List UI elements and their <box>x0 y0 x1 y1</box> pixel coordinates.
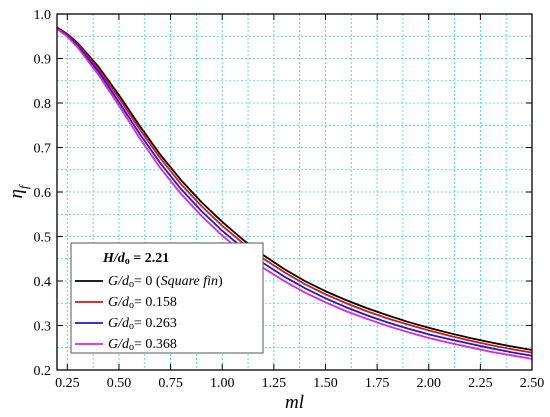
x-tick-label: 0.25 <box>55 376 80 391</box>
legend-label-sub: o <box>129 321 134 332</box>
x-tick-label: 0.75 <box>158 376 183 391</box>
legend-label: G/do= 0.368 <box>108 337 177 353</box>
series-line <box>56 26 533 351</box>
legend-label-value: = 0 ( <box>134 274 161 289</box>
tick-labels: 0.25 0.50 0.75 1.00 1.25 1.50 1.75 2.00 2.25 2.50… <box>34 8 545 391</box>
legend-label: G/do= 0.158 <box>108 295 177 311</box>
y-tick-label: 0.7 <box>34 142 52 157</box>
x-tick-label: 1.00 <box>210 376 235 391</box>
series-line <box>56 27 533 357</box>
y-axis-title-sub: f <box>16 183 31 189</box>
legend-label-value: = 0.368 <box>134 337 177 352</box>
legend-label-sub: o <box>129 279 134 290</box>
legend-label-close: ) <box>218 274 223 289</box>
x-tick-label: 1.75 <box>365 376 390 391</box>
y-axis-title-main: η <box>6 189 27 198</box>
legend-title-sub: o <box>125 256 130 267</box>
legend-label-sub: o <box>129 300 134 311</box>
x-axis-title: ml <box>285 392 304 413</box>
legend-title-suffix: = 2.21 <box>130 251 169 266</box>
legend-label-note: Square fin <box>161 274 218 289</box>
y-tick-label: 1.0 <box>34 8 52 23</box>
y-tick-label: 0.6 <box>34 186 52 201</box>
y-tick-label: 0.2 <box>34 364 52 379</box>
x-tick-label: 1.50 <box>313 376 338 391</box>
legend-label-var: G/d <box>108 337 130 352</box>
legend-label-var: G/d <box>108 274 130 289</box>
y-axis-title: ηf <box>6 183 31 198</box>
y-tick-label: 0.3 <box>34 320 52 335</box>
x-tick-label: 2.25 <box>468 376 493 391</box>
legend-box <box>70 242 264 354</box>
y-tick-label: 0.8 <box>34 97 52 112</box>
x-tick-label: 2.00 <box>416 376 441 391</box>
series-group <box>56 26 533 360</box>
legend-label-value: = 0.263 <box>134 316 177 331</box>
legend-title: H/do = 2.21 <box>102 251 169 267</box>
series-line <box>56 27 533 354</box>
x-tick-label: 0.50 <box>107 376 132 391</box>
legend-label-sub: o <box>129 342 134 353</box>
legend-title-prefix: H/d <box>102 251 126 266</box>
y-tick-label: 0.9 <box>34 53 52 68</box>
y-tick-label: 0.5 <box>34 231 52 246</box>
y-tick-label: 0.4 <box>34 275 52 290</box>
legend-label: G/do= 0.263 <box>108 316 177 332</box>
series-line <box>56 27 533 360</box>
x-tick-label: 2.50 <box>520 376 545 391</box>
legend-label: G/do= 0 (Square fin) <box>108 274 223 290</box>
legend-label-var: G/d <box>108 316 130 331</box>
legend-label-value: = 0.158 <box>134 295 177 310</box>
ticks <box>57 13 533 371</box>
x-tick-label: 1.25 <box>262 376 287 391</box>
legend: H/do = 2.21 G/do= 0 (Square fin)G/do= 0.… <box>70 242 264 354</box>
legend-label-var: G/d <box>108 295 130 310</box>
